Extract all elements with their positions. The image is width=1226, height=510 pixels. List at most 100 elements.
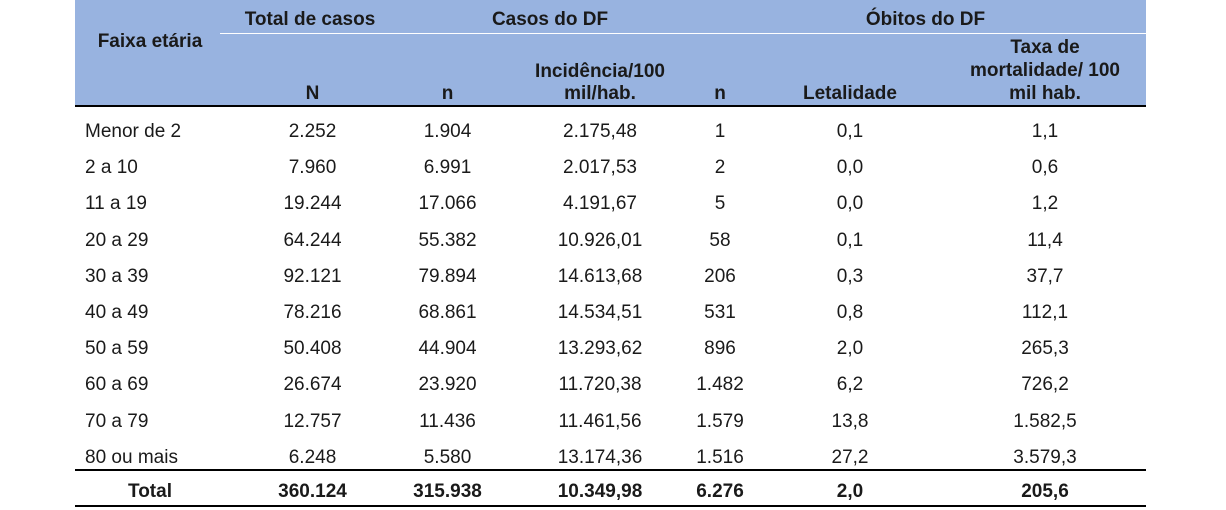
header-divider (220, 33, 1146, 34)
cell-n-cases: 55.382 (418, 229, 477, 251)
cell-n-cases: 5.580 (423, 446, 472, 468)
cell-N: 92.121 (283, 265, 342, 287)
table-row: Menor de 2 2.252 1.904 2.175,48 1 0,1 1,1 (75, 114, 1146, 150)
header-col-mortality-line3: mil hab. (1009, 83, 1081, 104)
header-bottom-rule (75, 105, 1146, 107)
table-row: 40 a 49 78.216 68.861 14.534,51 531 0,8 112,1 (75, 295, 1146, 331)
header-df-deaths: Óbitos do DF (865, 9, 986, 30)
cell-mortality: 265,3 (1021, 338, 1069, 360)
cell-age: 70 a 79 (85, 410, 149, 432)
cell-lethality: 0,8 (836, 302, 864, 323)
cell-n-cases: 23.920 (418, 374, 477, 396)
table-row: 80 ou mais 6.248 5.580 13.174,36 1.516 27,2 3.… (75, 440, 1146, 476)
cell-incidence: 2.017,53 (563, 157, 637, 179)
cell-incidence: 2.175,48 (563, 121, 637, 142)
cell-N: 78.216 (283, 302, 342, 323)
header-col-lethality: Letalidade (803, 83, 897, 104)
cell-mortality: 1,1 (1031, 121, 1059, 142)
header-age-group: Faixa etária (97, 31, 203, 52)
total-n-cases: 315.938 (413, 481, 482, 502)
header-total-cases: Total de casos (244, 9, 376, 30)
cell-lethality: 0,1 (836, 121, 864, 142)
cell-mortality: 0,6 (1031, 157, 1059, 179)
cell-n-cases: 1.904 (423, 121, 472, 142)
cell-n-deaths: 5 (714, 193, 726, 215)
cell-N: 19.244 (283, 193, 342, 215)
cell-lethality: 0,3 (836, 265, 864, 287)
cell-incidence: 14.534,51 (557, 302, 643, 323)
cell-mortality: 37,7 (1026, 265, 1064, 287)
table-row: 30 a 39 92.121 79.894 14.613,68 206 0,3 37,7 (75, 259, 1146, 295)
cell-n-cases: 44.904 (418, 338, 477, 360)
total-mortality: 205,6 (1021, 481, 1069, 502)
table-row: 20 a 29 64.244 55.382 10.926,01 58 0,1 11,4 (75, 223, 1146, 259)
total-age: Total (128, 481, 172, 502)
cell-mortality: 112,1 (1021, 302, 1069, 323)
total-n-deaths: 6.276 (696, 481, 744, 502)
total-row: Total 360.124 315.938 10.349,98 6.276 2,… (75, 474, 1146, 510)
cell-incidence: 10.926,01 (557, 229, 643, 251)
cell-lethality: 0,1 (836, 229, 864, 251)
cell-n-cases: 6.991 (423, 157, 472, 179)
header-df-cases: Casos do DF (491, 9, 609, 30)
cell-age: 60 a 69 (85, 374, 149, 396)
cell-age: 20 a 29 (85, 229, 149, 251)
header-col-mortality-line1: Taxa de (1010, 37, 1080, 58)
cell-mortality: 3.579,3 (1013, 446, 1077, 468)
cell-n-deaths: 2 (714, 157, 726, 179)
header-col-incidence-line1: Incidência/100 (535, 61, 665, 82)
table-row: 70 a 79 12.757 11.436 11.461,56 1.579 13,8 1.5… (75, 404, 1146, 440)
cell-n-deaths: 1.482 (696, 374, 744, 396)
cell-lethality: 2,0 (836, 338, 864, 360)
cell-n-deaths: 1 (714, 121, 726, 142)
header-col-incidence-line2: mil/hab. (564, 83, 636, 104)
cell-incidence: 14.613,68 (557, 265, 643, 287)
table-row: 2 a 10 7.960 6.991 2.017,53 2 0,0 0,6 (75, 150, 1146, 186)
cell-incidence: 4.191,67 (563, 193, 637, 215)
cell-mortality: 726,2 (1021, 374, 1069, 396)
table-bottom-rule (75, 505, 1146, 507)
cell-age: Menor de 2 (85, 121, 182, 142)
cell-age: 80 ou mais (85, 446, 178, 468)
cell-N: 6.248 (288, 446, 337, 468)
cell-lethality: 6,2 (836, 374, 864, 396)
cell-mortality: 1,2 (1031, 193, 1059, 215)
cell-age: 11 a 19 (85, 193, 147, 215)
cell-age: 2 a 10 (85, 157, 138, 179)
cell-n-cases: 68.861 (418, 302, 477, 323)
total-incidence: 10.349,98 (557, 481, 643, 502)
cell-n-deaths: 1.516 (696, 446, 744, 468)
cell-n-deaths: 58 (709, 229, 731, 251)
table-header: Faixa etária Total de casos Casos do DF … (75, 0, 1146, 106)
cell-age: 50 a 59 (85, 338, 149, 360)
cell-n-deaths: 896 (704, 338, 736, 360)
cell-mortality: 11,4 (1027, 229, 1063, 251)
cell-N: 2.252 (288, 121, 337, 142)
cell-lethality: 13,8 (831, 410, 869, 432)
cell-n-cases: 11.436 (419, 410, 476, 432)
cell-n-cases: 17.066 (418, 193, 477, 215)
cell-N: 64.244 (283, 229, 342, 251)
cell-n-cases: 79.894 (418, 265, 477, 287)
cell-n-deaths: 531 (704, 302, 736, 323)
cell-N: 26.674 (283, 374, 342, 396)
cell-n-deaths: 206 (704, 265, 736, 287)
cell-lethality: 27,2 (831, 446, 869, 468)
cell-age: 40 a 49 (85, 302, 149, 323)
cell-lethality: 0,0 (836, 193, 864, 215)
header-col-N: N (305, 83, 320, 104)
cell-incidence: 11.720,38 (558, 374, 642, 396)
cell-n-deaths: 1.579 (696, 410, 744, 432)
cell-N: 50.408 (283, 338, 342, 360)
cell-incidence: 13.174,36 (557, 446, 643, 468)
table-row: 11 a 19 19.244 17.066 4.191,67 5 0,0 1,2 (75, 186, 1146, 222)
cell-N: 7.960 (288, 157, 337, 179)
table-row: 50 a 59 50.408 44.904 13.293,62 896 2,0 265,3 (75, 331, 1146, 367)
cell-mortality: 1.582,5 (1013, 410, 1077, 432)
total-lethality: 2,0 (836, 481, 864, 502)
header-col-n-deaths: n (714, 83, 726, 104)
cell-incidence: 13.293,62 (557, 338, 643, 360)
total-top-rule (75, 469, 1146, 471)
cell-incidence: 11.461,56 (558, 410, 642, 432)
cell-N: 12.757 (283, 410, 342, 432)
